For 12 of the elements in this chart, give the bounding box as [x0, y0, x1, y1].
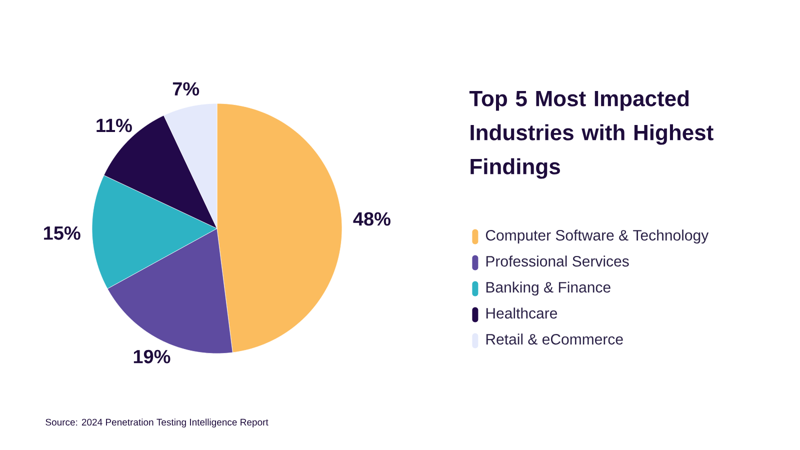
data-label: 11% [96, 118, 132, 132]
data-label: 48% [353, 212, 390, 226]
source-note: Source: 2024 Penetration Testing Intelligence Report [46, 418, 268, 428]
legend-label: Retail & eCommerce [486, 334, 623, 345]
data-label: 15% [44, 226, 80, 240]
data-label: 19% [134, 350, 170, 364]
legend-label: Professional Services [486, 256, 629, 267]
legend-label: Banking & Finance [486, 282, 610, 296]
data-label: 7% [172, 82, 200, 96]
legend-label: Healthcare [486, 308, 558, 319]
text: Top 5 Most Impacted Industries with Highest Findings [469, 90, 714, 179]
legend-label: Computer Software & Technology [486, 230, 709, 244]
